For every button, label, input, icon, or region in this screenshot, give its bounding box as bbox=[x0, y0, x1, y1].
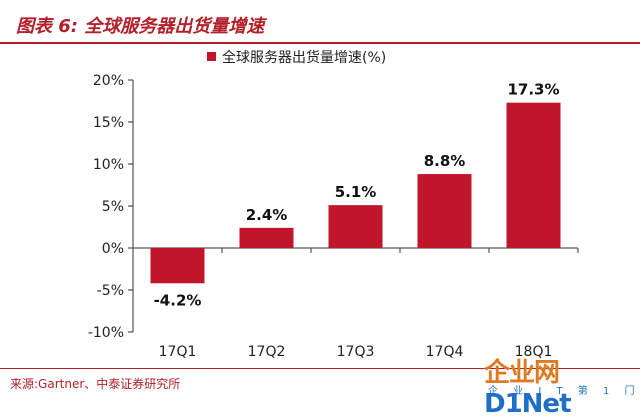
bar-17q4 bbox=[417, 174, 472, 248]
bar-17q2 bbox=[239, 227, 294, 248]
y-tick-label: -10% bbox=[88, 325, 124, 341]
d1net-watermark-logo: 企业网D1Net 企 业 I T 第 1 门 户 bbox=[484, 358, 640, 419]
chart-legend: 全球服务器出货量增速(%) bbox=[207, 49, 386, 66]
chart-title: 图表 6: 全球服务器出货量增速 bbox=[16, 16, 265, 37]
data-label-17q2: 2.4% bbox=[246, 206, 288, 224]
x-tick-label-18q1: 18Q1 bbox=[515, 344, 553, 360]
y-tick-label: 10% bbox=[93, 157, 124, 173]
legend-swatch bbox=[207, 52, 216, 61]
y-tick-label: 0% bbox=[102, 241, 124, 257]
y-tick-label: 15% bbox=[93, 115, 124, 131]
bar-chart: 全球服务器出货量增速(%) 20%15%10%5%0%-5%-10% 17Q1 1… bbox=[88, 49, 579, 360]
bar-17q3 bbox=[328, 205, 383, 248]
data-label-17q1: -4.2% bbox=[154, 291, 202, 309]
data-label-17q4: 8.8% bbox=[424, 152, 466, 170]
bar-18q1 bbox=[506, 102, 561, 249]
x-tick-label-17q1: 17Q1 bbox=[159, 344, 197, 360]
bar-17q1 bbox=[150, 248, 205, 284]
x-tick-label-17q2: 17Q2 bbox=[248, 344, 286, 360]
y-tick-label: 5% bbox=[102, 199, 124, 215]
data-labels: -4.2% 2.4% 5.1% 8.8% 17.3% bbox=[154, 81, 560, 310]
y-tick-label: -5% bbox=[97, 283, 124, 299]
x-tick-label-17q3: 17Q3 bbox=[337, 344, 375, 360]
legend-label: 全球服务器出货量增速(%) bbox=[222, 49, 386, 66]
y-axis: 20% 15% 10% 5% 0% -5% -10% bbox=[88, 73, 134, 341]
data-label-17q3: 5.1% bbox=[335, 183, 377, 201]
bars bbox=[150, 102, 561, 284]
y-tick-label: 20% bbox=[93, 73, 124, 89]
x-axis: 17Q1 17Q2 17Q3 17Q4 18Q1 bbox=[132, 247, 579, 360]
x-tick-label-17q4: 17Q4 bbox=[426, 344, 464, 360]
title-divider bbox=[0, 42, 640, 44]
data-label-18q1: 17.3% bbox=[507, 81, 559, 99]
source-note: 来源:Gartner、中泰证券研究所 bbox=[10, 377, 181, 391]
source-divider bbox=[0, 368, 640, 369]
